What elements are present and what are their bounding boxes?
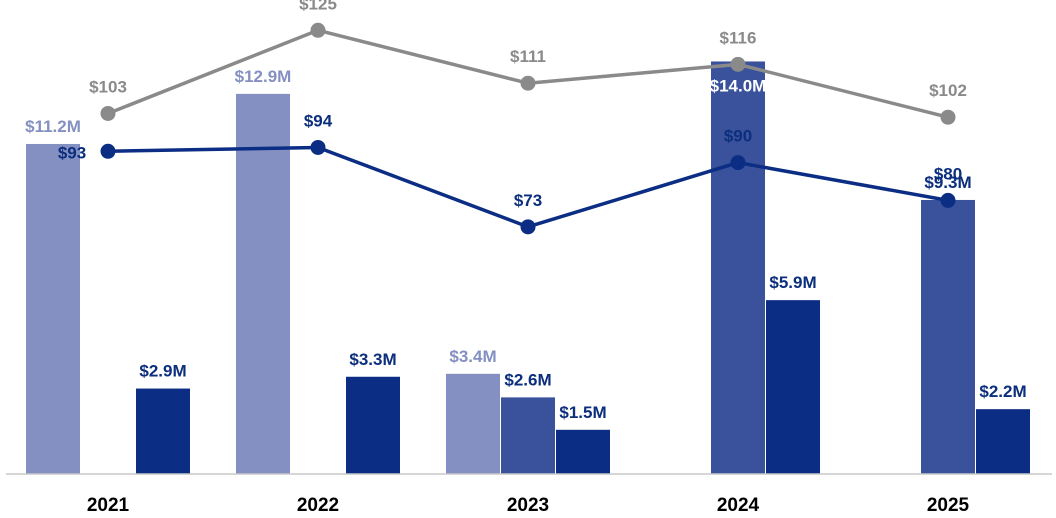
x-tick-labels: 2021 2022 2023 2024 2025: [87, 495, 970, 516]
bar-mid-2023: [501, 397, 555, 474]
bar-label-light-2022: $12.9M: [235, 67, 292, 86]
line-label-navy-2025: $80: [934, 164, 962, 183]
line-point-gray-2023: [520, 75, 536, 91]
bar-mid-2024: [711, 61, 765, 474]
line-label-gray-2022: $125: [299, 0, 337, 13]
bar-dark-2021: [136, 388, 190, 474]
bar-label-dark-2022: $3.3M: [349, 350, 396, 369]
bar-light-2023: [446, 373, 500, 474]
labels-layer: $11.2M $12.9M $3.4M $2.6M $14.0M $9.3M $2.9M $3…: [25, 0, 1027, 422]
bar-mid-2025: [921, 199, 975, 474]
line-navy: [107, 145, 949, 229]
line-label-navy-2023: $73: [514, 191, 542, 210]
bars-layer: [26, 61, 1030, 474]
bar-label-dark-2023: $1.5M: [559, 403, 606, 422]
x-tick-label-2025: 2025: [927, 495, 970, 516]
bar-label-light-2021: $11.2M: [25, 117, 81, 136]
line-point-gray-2021: [100, 105, 116, 121]
bar-label-dark-2021: $2.9M: [139, 362, 186, 381]
bar-label-mid-2023: $2.6M: [504, 370, 551, 389]
bar-dark-2024: [766, 300, 820, 474]
lines-layer: [100, 22, 956, 235]
line-label-gray-2023: $111: [510, 47, 546, 66]
line-label-navy-2021: $93: [58, 143, 86, 162]
bar-label-mid-2025: $9.3M: [924, 173, 971, 192]
line-label-gray-2025: $102: [929, 81, 967, 100]
bar-dark-2025: [976, 409, 1030, 474]
line-label-gray-2021: $103: [89, 77, 127, 96]
x-tick-label-2023: 2023: [507, 495, 549, 516]
bar-label-mid-2024: $14.0M: [710, 76, 767, 95]
bar-light-2022: [236, 93, 290, 474]
x-tick-label-2022: 2022: [297, 495, 339, 516]
line-point-navy-2023: [520, 219, 536, 235]
bar-dark-2023: [556, 429, 610, 474]
bar-label-dark-2025: $2.2M: [979, 382, 1026, 401]
bar-dark-2022: [346, 376, 400, 474]
line-label-navy-2024: $90: [724, 127, 752, 146]
line-point-navy-2025: [940, 192, 956, 208]
bar-light-2021: [26, 143, 80, 474]
line-label-navy-2022: $94: [304, 111, 333, 130]
line-point-navy-2024: [730, 155, 746, 171]
line-point-gray-2024: [730, 56, 746, 72]
bar-label-dark-2024: $5.9M: [769, 273, 816, 292]
line-point-navy-2022: [310, 139, 326, 155]
bar-label-light-2023: $3.4M: [449, 347, 496, 366]
x-tick-label-2021: 2021: [87, 495, 130, 516]
line-point-gray-2022: [310, 22, 326, 38]
line-label-gray-2024: $116: [720, 28, 757, 47]
line-point-navy-2021: [100, 143, 116, 159]
line-point-gray-2025: [940, 109, 956, 125]
x-tick-label-2024: 2024: [717, 495, 760, 516]
